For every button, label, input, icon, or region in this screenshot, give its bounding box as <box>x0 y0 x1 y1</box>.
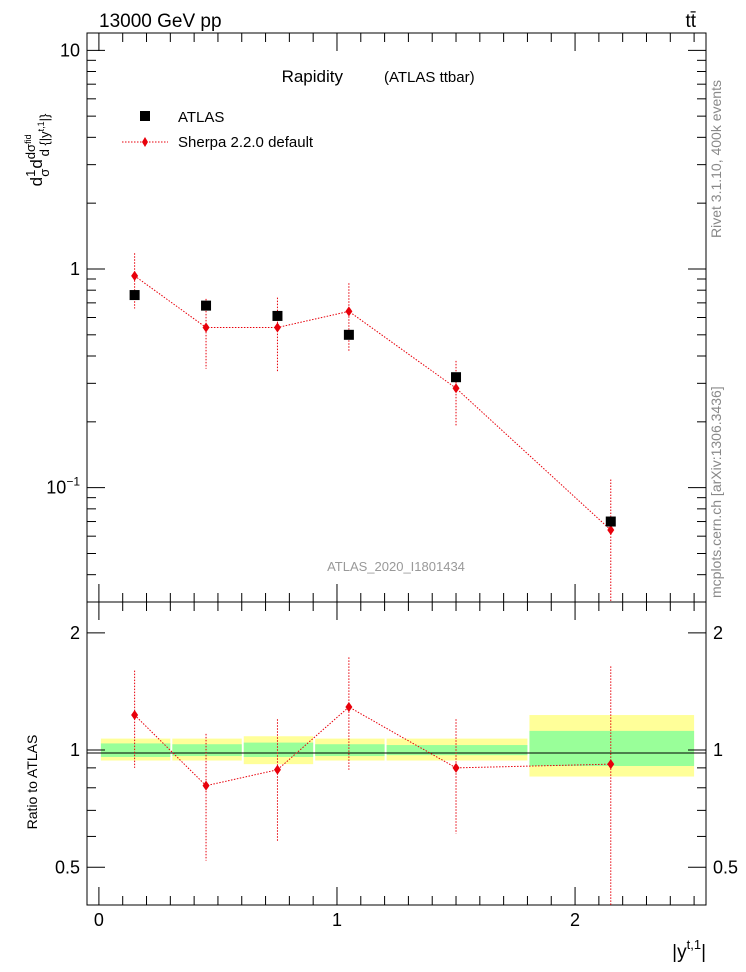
plot-subtitle: (ATLAS ttbar) <box>384 69 475 86</box>
main-y-tick-label: 1 <box>70 259 80 279</box>
legend-atlas-label: ATLAS <box>178 109 224 126</box>
stat-uncertainty-band <box>172 744 242 757</box>
legend-sherpa-marker <box>142 137 148 147</box>
atlas-point <box>201 300 212 311</box>
energy-label: 13000 GeV pp <box>99 11 222 32</box>
ratio-sherpa-line <box>134 706 611 787</box>
ratio-y-tick-label-right: 0.5 <box>713 857 738 877</box>
ratio-sherpa-point <box>345 701 353 712</box>
plot-title: Rapidity <box>282 67 344 86</box>
x-axis-label: |yt,1| <box>672 937 706 963</box>
ratio-y-tick-label-right: 1 <box>713 740 723 760</box>
ratio-uncertainty-bands <box>100 715 695 777</box>
stat-uncertainty-band <box>529 730 695 766</box>
process-label: tt̄ <box>685 11 696 32</box>
atlas-point <box>272 310 283 321</box>
ratio-y-axis-label: Ratio to ATLAS <box>24 735 40 830</box>
main-axis-ticks: 10−1 1 10 <box>46 33 706 603</box>
main-y-axis-label: d1σddσfid d {|yt,1|} <box>23 113 52 186</box>
sherpa-line <box>134 275 612 531</box>
stat-uncertainty-band <box>100 743 171 757</box>
sherpa-point <box>273 322 281 333</box>
ratio-sherpa-point <box>273 764 281 775</box>
stat-uncertainty-band <box>315 744 385 757</box>
sherpa-point <box>452 383 460 394</box>
stat-uncertainty-band <box>243 742 314 757</box>
ratio-x-tick-label: 2 <box>570 910 580 930</box>
rivet-version-label: Rivet 3.1.10, 400k events <box>708 80 724 238</box>
sherpa-point <box>131 270 139 281</box>
ratio-sherpa-point <box>607 759 615 770</box>
ratio-y-tick-label-left: 0.5 <box>55 857 80 877</box>
ratio-data-marks <box>131 657 615 905</box>
sherpa-point <box>202 322 210 333</box>
analysis-id-label: ATLAS_2020_I1801434 <box>327 559 465 574</box>
legend-sherpa-label: Sherpa 2.2.0 default <box>178 134 314 151</box>
main-data-marks <box>129 253 616 602</box>
ratio-sherpa-point <box>131 710 139 721</box>
ratio-sherpa-point <box>202 780 210 791</box>
sherpa-point <box>607 525 615 536</box>
legend-atlas-marker <box>140 111 150 121</box>
mcplots-label: mcplots.cern.ch [arXiv:1306.3436] <box>708 386 724 598</box>
ratio-x-tick-label: 0 <box>94 910 104 930</box>
atlas-point <box>605 516 616 527</box>
ratio-axis-ticks: 0 1 2 0.5 0.5 1 1 2 2 <box>55 602 738 930</box>
ratio-sherpa-point <box>452 762 460 773</box>
stat-uncertainty-band <box>386 745 528 756</box>
atlas-point <box>129 290 140 301</box>
ratio-x-tick-label: 1 <box>332 910 342 930</box>
ratio-y-tick-label-right: 2 <box>713 623 723 643</box>
ratio-y-tick-label-left: 2 <box>70 623 80 643</box>
main-y-tick-label: 10−1 <box>46 475 80 498</box>
main-y-tick-label: 10 <box>60 40 80 60</box>
atlas-point <box>343 329 354 340</box>
ratio-y-tick-label-left: 1 <box>70 740 80 760</box>
sherpa-point <box>345 306 353 317</box>
atlas-point <box>451 372 462 383</box>
